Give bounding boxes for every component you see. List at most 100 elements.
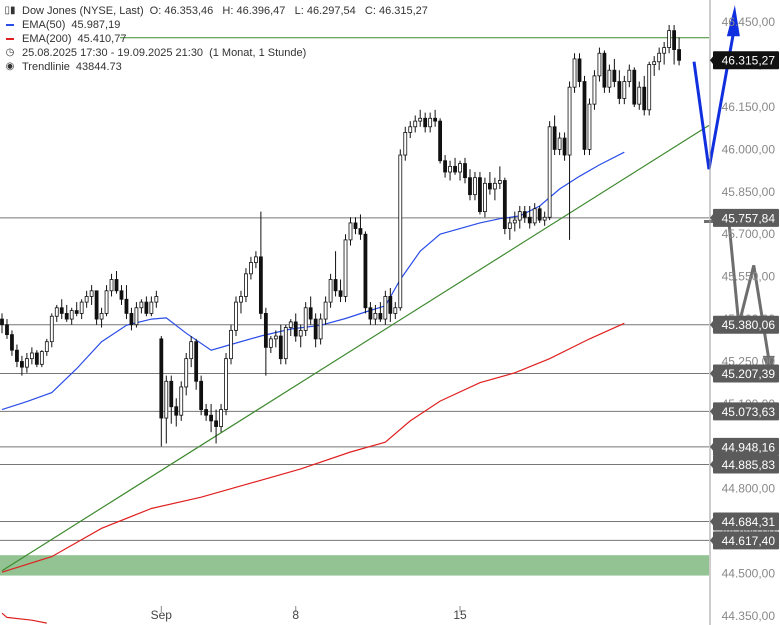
- candle-body: [179, 386, 184, 416]
- level-price-label-bg: [713, 208, 779, 227]
- level-price-label-pointer: [710, 212, 714, 223]
- candle-body: [224, 358, 228, 410]
- candle-body: [194, 341, 199, 382]
- candle-body: [428, 117, 433, 128]
- candle-body: [487, 182, 492, 190]
- candle-body: [393, 307, 398, 314]
- candle-body: [149, 301, 154, 314]
- candle-body: [368, 307, 373, 320]
- candle-body: [542, 216, 547, 221]
- candle-body: [99, 313, 104, 320]
- candle-body: [214, 420, 218, 427]
- candle-body: [124, 298, 129, 314]
- ema200-label: EMA(200): [22, 33, 72, 45]
- candle-body: [258, 256, 263, 314]
- candle-body: [473, 177, 477, 196]
- candle-body: [239, 296, 243, 303]
- candle-body: [627, 69, 632, 82]
- candlestick-icon: ▯▮: [4, 5, 16, 16]
- x-tick-label: Sep: [151, 608, 173, 622]
- candle-body: [119, 290, 124, 300]
- legend-trend-row[interactable]: ◉ Trendlinie 43844.73: [4, 60, 428, 74]
- candle-body: [448, 165, 452, 173]
- candle-body: [244, 273, 248, 297]
- candle-body: [154, 296, 159, 303]
- candle-body: [204, 409, 209, 416]
- candle-body: [184, 358, 189, 388]
- x-tick-label: 15: [453, 608, 467, 622]
- candle-body: [557, 137, 562, 150]
- candle-body: [144, 301, 149, 314]
- level-price-label: 45.207,39: [722, 367, 776, 381]
- trendline: [1, 124, 710, 572]
- candle-body: [69, 310, 74, 320]
- level-price-label-bg: [713, 315, 779, 334]
- bearish-arrow: [703, 220, 771, 359]
- y-tick-label: 45.550,00: [722, 270, 776, 284]
- candle-body: [24, 358, 29, 368]
- candle-body: [388, 296, 393, 314]
- candle-body: [612, 69, 617, 82]
- candle-body: [507, 222, 512, 229]
- candle-body: [34, 352, 39, 365]
- y-tick-label: 45.700,00: [722, 227, 776, 241]
- candle-body: [308, 307, 313, 320]
- trendline-label: Trendlinie: [22, 61, 70, 73]
- candle-body: [662, 47, 667, 54]
- legend-ema50-row[interactable]: EMA(50) 45.987,19: [4, 18, 428, 32]
- candle-body: [328, 279, 333, 303]
- candle-body: [353, 222, 358, 229]
- level-price-label-bg: [713, 402, 779, 421]
- candle-body: [129, 313, 134, 326]
- candle-body: [94, 290, 99, 320]
- candle-body: [333, 279, 338, 292]
- legend-period-row: ◷ 25.08.2025 17:30 - 19.09.2025 21:30 (1…: [4, 46, 428, 60]
- ema200-line: [1, 322, 625, 573]
- candle-body: [15, 349, 19, 362]
- candle-body: [84, 296, 89, 303]
- candle-body: [5, 324, 9, 336]
- candle-body: [657, 52, 662, 63]
- candle-body: [219, 409, 223, 427]
- candle-body: [433, 117, 438, 122]
- last-price-label-pointer: [710, 55, 714, 66]
- candle-body: [502, 180, 507, 229]
- candle-body: [74, 310, 79, 314]
- candle-body: [383, 296, 388, 320]
- candle-body: [358, 228, 363, 235]
- candle-body: [89, 290, 94, 297]
- instrument-title: Dow Jones (NYSE, Last): [22, 5, 144, 17]
- candle-body: [229, 329, 233, 360]
- y-tick-label: 45.850,00: [722, 185, 776, 199]
- level-price-label-pointer: [710, 406, 714, 417]
- candle-body: [268, 338, 273, 348]
- ohlc-values: O: 46.353,46 H: 46.396,47 L: 46.297,54 C…: [149, 5, 428, 17]
- candle-body: [572, 58, 577, 88]
- period-interval: (1 Monat, 1 Stunde): [209, 47, 307, 59]
- candle-body: [114, 279, 119, 292]
- candle-body: [642, 86, 647, 111]
- level-price-label: 45.757,84: [722, 211, 776, 225]
- legend-ema200-row[interactable]: EMA(200) 45.410,77: [4, 32, 428, 46]
- candle-body: [632, 69, 637, 105]
- candle-body: [323, 301, 328, 320]
- candle-body: [263, 313, 268, 348]
- candle-body: [527, 216, 532, 224]
- candle-body: [169, 380, 174, 408]
- ema50-label: EMA(50): [22, 19, 66, 31]
- candle-body: [677, 49, 681, 61]
- candle-body: [453, 165, 457, 173]
- candle-body: [617, 81, 622, 99]
- candle-body: [373, 313, 378, 320]
- candle-body: [622, 81, 627, 99]
- candle-body: [652, 61, 657, 65]
- candle-body: [134, 307, 139, 326]
- level-price-label-pointer: [710, 459, 714, 470]
- level-price-label-pointer: [710, 368, 714, 379]
- candle-body: [174, 406, 179, 416]
- candle-body: [492, 182, 497, 190]
- candle-body: [408, 126, 413, 133]
- candle-body: [562, 137, 567, 156]
- candle-body: [647, 64, 652, 111]
